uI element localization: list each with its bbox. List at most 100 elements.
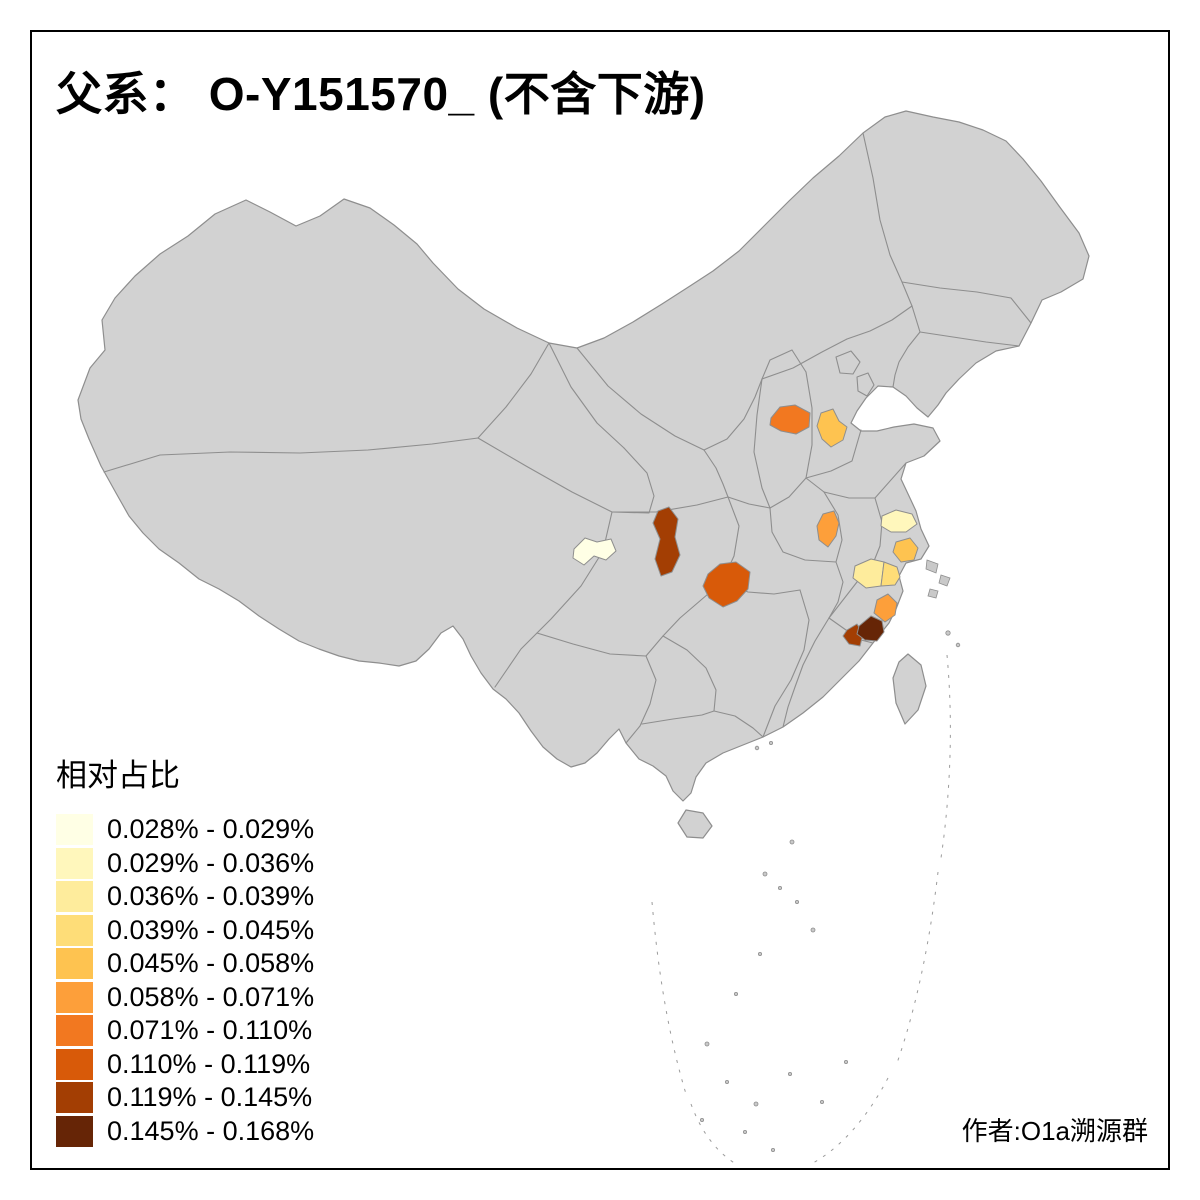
- province-border: [753, 378, 771, 509]
- legend-label: 0.045% - 0.058%: [107, 948, 315, 979]
- map-region-yangtze-mouth: [892, 537, 919, 563]
- island-dot: [789, 839, 795, 845]
- province-border: [611, 496, 729, 513]
- province-border: [477, 437, 613, 513]
- island-dot: [778, 886, 783, 891]
- province-border: [823, 491, 843, 563]
- landmasses: [77, 110, 1090, 839]
- province-border: [548, 342, 625, 449]
- island-dot: [795, 900, 800, 905]
- legend-row: 0.029% - 0.036%: [56, 847, 314, 881]
- legend-label: 0.036% - 0.039%: [107, 881, 315, 912]
- legend-swatch: [56, 1015, 93, 1047]
- maritime-boundary-dashes: [651, 654, 951, 1165]
- province-border: [761, 305, 913, 380]
- dashed-boundary-line: [651, 901, 687, 1095]
- province-border: [761, 349, 807, 380]
- map-region-henan-east: [816, 510, 840, 548]
- legend-swatch: [56, 814, 93, 846]
- province-border: [477, 342, 550, 439]
- legend: 相对占比 0.028% - 0.029% 0.029% - 0.036% 0.036…: [56, 750, 314, 1148]
- province-border: [892, 331, 921, 388]
- hainan-island-shape: [677, 809, 713, 839]
- legend-label: 0.029% - 0.036%: [107, 847, 315, 878]
- legend-row: 0.039% - 0.045%: [56, 914, 314, 948]
- island-dot: [754, 745, 760, 751]
- island-dot: [758, 952, 763, 957]
- island-dot: [945, 630, 951, 636]
- island-dot: [820, 1100, 825, 1105]
- island-dot: [938, 574, 951, 587]
- province-border: [103, 437, 479, 473]
- attribution-text: 作者:O1a溯源群: [961, 1116, 1148, 1146]
- legend-swatch: [56, 1082, 93, 1114]
- province-border: [805, 429, 862, 479]
- province-border: [576, 347, 705, 451]
- legend-label: 0.039% - 0.045%: [107, 914, 315, 945]
- province-border: [713, 710, 764, 738]
- legend-row: 0.145% - 0.168%: [56, 1115, 314, 1149]
- map-region-zhejiang-north-east: [880, 561, 901, 587]
- legend-row: 0.058% - 0.071%: [56, 981, 314, 1015]
- legend-label: 0.145% - 0.168%: [107, 1115, 315, 1146]
- province-border: [703, 449, 729, 498]
- island-dot: [925, 559, 939, 574]
- island-dot: [762, 871, 768, 877]
- province-border: [871, 497, 883, 567]
- province-border: [805, 462, 907, 499]
- map-region-zhejiang-middle: [873, 593, 898, 623]
- map-region-shanxi-south: [769, 404, 811, 435]
- map-region-hebei-south: [816, 408, 848, 448]
- highlighted-prefectures: [572, 404, 919, 647]
- legend-swatch: [56, 1115, 93, 1147]
- dashed-boundary-line: [812, 1077, 889, 1164]
- china-mainland-shape: [77, 110, 1090, 802]
- legend-row: 0.119% - 0.145%: [56, 1081, 314, 1115]
- legend-swatch: [56, 948, 93, 980]
- province-border: [769, 507, 837, 563]
- province-border: [703, 378, 763, 451]
- dashed-boundary-line: [940, 654, 951, 859]
- legend-label: 0.071% - 0.110%: [107, 1015, 313, 1046]
- province-border: [611, 447, 655, 514]
- island-dot: [753, 1101, 759, 1107]
- dashed-boundary-line: [690, 1103, 737, 1165]
- legend-swatch: [56, 981, 93, 1013]
- legend-row: 0.071% - 0.110%: [56, 1014, 314, 1048]
- legend-label: 0.110% - 0.119%: [107, 1048, 311, 1079]
- south-china-sea-islands: [700, 839, 849, 1153]
- legend-row: 0.036% - 0.039%: [56, 880, 314, 914]
- island-dot: [927, 588, 939, 599]
- legend-row: 0.045% - 0.058%: [56, 947, 314, 981]
- legend-swatch: [56, 847, 93, 879]
- dashed-boundary-line: [895, 871, 939, 1067]
- island-dot: [743, 1130, 748, 1135]
- map-region-jiangsu-middle: [880, 509, 918, 533]
- legend-swatch: [56, 1048, 93, 1080]
- map-region-zhejiang-south-coast: [856, 615, 885, 642]
- legend-rows: 0.028% - 0.029% 0.029% - 0.036% 0.036% - 0…: [56, 813, 314, 1148]
- taiwan-island-shape: [892, 653, 927, 725]
- island-dot: [769, 741, 774, 746]
- legend-label: 0.058% - 0.071%: [107, 981, 315, 1012]
- province-border: [911, 305, 921, 333]
- island-dot: [788, 1072, 793, 1077]
- island-dot: [844, 1060, 849, 1065]
- island-dot: [955, 642, 961, 648]
- map-region-gansu-south: [652, 506, 681, 577]
- legend-swatch: [56, 914, 93, 946]
- island-dot: [725, 1080, 730, 1085]
- province-border: [727, 496, 771, 509]
- province-border: [805, 371, 813, 479]
- province-border: [769, 477, 807, 509]
- province-border: [782, 617, 830, 728]
- legend-row: 0.028% - 0.029%: [56, 813, 314, 847]
- island-dot: [810, 927, 816, 933]
- map-region-sichuan-west: [572, 537, 617, 566]
- island-dot: [700, 1118, 705, 1123]
- province-border: [625, 655, 657, 744]
- legend-label: 0.119% - 0.145%: [107, 1082, 313, 1113]
- page-title: 父系： O-Y151570_ (不含下游): [56, 68, 706, 120]
